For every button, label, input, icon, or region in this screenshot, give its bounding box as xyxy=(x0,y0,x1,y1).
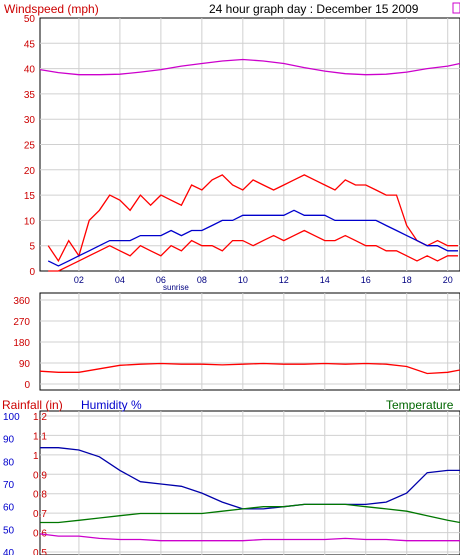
lower-panel-frame xyxy=(39,410,460,555)
humidity-label: Humidity % xyxy=(81,398,142,412)
wind-series-line-2 xyxy=(47,209,458,267)
humidity-tick-label: 40 xyxy=(3,548,15,555)
rainfall-tick-label: 0.9 xyxy=(33,470,47,481)
temperature-label: Temperature xyxy=(386,398,454,412)
wind-y-tick-label: 40 xyxy=(24,65,36,76)
wind-x-tick-label: 14 xyxy=(320,275,330,285)
wind-series-line-3 xyxy=(39,58,460,76)
humidity-tick-label: 50 xyxy=(3,525,15,536)
wind-y-tick-label: 25 xyxy=(24,141,36,152)
humidity-tick-label: 70 xyxy=(3,480,15,491)
wind-y-tick-label: 15 xyxy=(24,191,36,202)
wind-x-tick-label: 02 xyxy=(74,275,84,285)
wind-series-line-0 xyxy=(47,174,458,263)
rainfall-tick-label: 1 xyxy=(33,451,39,462)
wind-y-tick-label: 45 xyxy=(24,39,36,50)
wind-y-tick-label: 50 xyxy=(24,14,36,25)
wind-x-tick-label: 08 xyxy=(197,275,207,285)
lower-series-line-1 xyxy=(40,503,460,524)
rainfall-tick-label: 1.2 xyxy=(33,412,47,423)
wind-x-tick-label: 18 xyxy=(402,275,412,285)
humidity-tick-label: 100 xyxy=(3,412,20,423)
wind-y-tick-label: 10 xyxy=(24,216,36,227)
wind-x-tick-label: 06 xyxy=(156,275,166,285)
sunrise-annotation: sunrise xyxy=(163,283,189,292)
rainfall-tick-label: 0.7 xyxy=(33,509,47,520)
humidity-tick-label: 90 xyxy=(3,435,15,446)
lower-series-line-0 xyxy=(40,447,460,510)
wind-y-tick-label: 5 xyxy=(29,242,35,253)
rainfall-label: Rainfall (in) xyxy=(2,398,63,412)
chart-subtitle: 24 hour graph day : December 15 2009 xyxy=(209,2,419,16)
chart-title: Windspeed (mph) xyxy=(4,2,99,16)
rainfall-tick-label: 1.1 xyxy=(33,431,47,442)
humidity-tick-label: 60 xyxy=(3,503,15,514)
wind-x-tick-label: 20 xyxy=(443,275,453,285)
direction-y-tick-label: 270 xyxy=(13,317,30,328)
wind-x-tick-label: 04 xyxy=(115,275,125,285)
wind-x-tick-label: 12 xyxy=(279,275,289,285)
wind-y-tick-label: 0 xyxy=(29,267,35,278)
rainfall-tick-label: 0.5 xyxy=(33,548,47,555)
wind-series-line-1 xyxy=(48,229,458,272)
lower-series-line-2 xyxy=(39,533,460,542)
legend-swatch xyxy=(452,2,460,14)
direction-y-tick-label: 0 xyxy=(24,380,30,391)
direction-y-tick-label: 360 xyxy=(13,296,30,307)
wind-x-tick-label: 10 xyxy=(238,275,248,285)
direction-y-tick-label: 90 xyxy=(19,359,31,370)
wind-y-tick-label: 30 xyxy=(24,115,36,126)
direction-y-tick-label: 180 xyxy=(13,338,30,349)
grid-layer xyxy=(40,18,460,555)
series-layer xyxy=(39,58,460,542)
direction-series-line-0 xyxy=(39,362,460,375)
wind-x-tick-label: 16 xyxy=(361,275,371,285)
rainfall-tick-label: 0.8 xyxy=(33,490,47,501)
wind-y-tick-label: 20 xyxy=(24,166,36,177)
humidity-tick-label: 80 xyxy=(3,457,15,468)
wind-y-tick-label: 35 xyxy=(24,90,36,101)
